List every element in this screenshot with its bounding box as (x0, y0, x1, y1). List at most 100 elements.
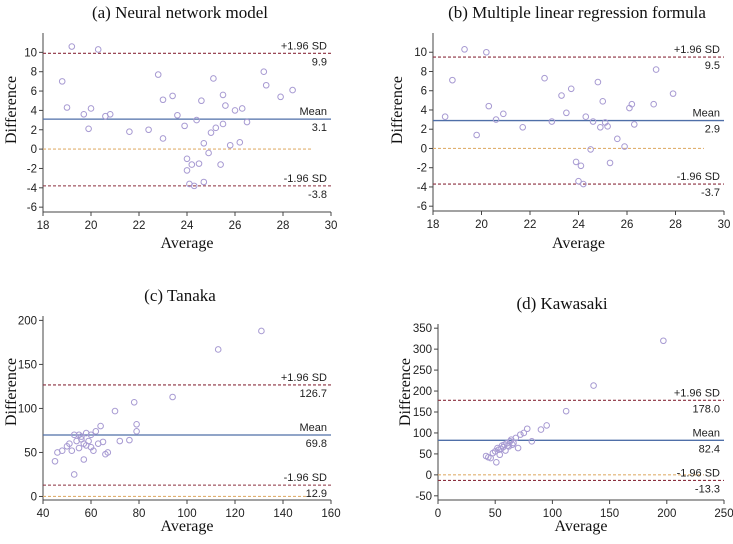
data-point (621, 143, 628, 150)
upper-sd-value: 9.9 (312, 56, 327, 68)
chart-title: (c) Tanaka (144, 286, 216, 305)
data-point (523, 425, 531, 433)
x-tick-label: 20 (85, 220, 98, 232)
data-point (94, 46, 102, 53)
data-point (207, 129, 215, 136)
data-point (660, 337, 667, 345)
data-point (126, 128, 133, 135)
data-point (543, 422, 550, 429)
data-point (606, 159, 614, 167)
y-tick-label: 10 (414, 47, 427, 59)
data-point (188, 161, 196, 168)
mean-value: 3.1 (312, 122, 327, 134)
y-tick-label: 8 (421, 66, 427, 78)
data-point (106, 110, 114, 118)
data-point (509, 441, 516, 448)
y-tick-label: 0 (426, 470, 432, 482)
data-point (519, 123, 527, 131)
data-point (669, 90, 677, 97)
data-point (183, 167, 191, 174)
data-point (63, 104, 71, 111)
panel-tanaka: (c) Tanaka 40 60 80 100 120 140 160 0 50 100 150 200… (3, 286, 341, 535)
data-point (70, 471, 78, 478)
data-point (630, 121, 638, 128)
lower-sd-label: -1.96 SD (677, 171, 720, 183)
data-point (92, 428, 100, 435)
y-tick-label: 200 (413, 386, 432, 398)
chart-title: (b) Multiple linear regression formula (448, 3, 706, 22)
lower-sd-value: 12.9 (306, 488, 327, 500)
data-point (537, 426, 545, 433)
mean-label: Mean (692, 427, 720, 439)
data-point (111, 407, 119, 415)
data-point (97, 422, 104, 430)
data-point (541, 74, 548, 82)
data-point (236, 139, 244, 146)
data-point (614, 135, 621, 143)
y-axis-label: Difference (397, 358, 414, 426)
y-tick-label: -2 (417, 163, 427, 175)
data-point (205, 149, 212, 157)
data-point (104, 449, 112, 456)
lower-sd-value: -3.7 (701, 187, 720, 199)
data-point (590, 382, 597, 389)
data-point (500, 110, 507, 118)
x-tick-label: 24 (181, 220, 194, 232)
data-point (289, 86, 296, 94)
upper-sd-value: 126.7 (299, 388, 327, 400)
data-point (563, 109, 570, 117)
data-point (212, 124, 220, 132)
x-tick-label: 140 (273, 508, 292, 520)
x-tick-label: 100 (177, 508, 196, 520)
y-axis-label: Difference (389, 76, 406, 144)
data-point (520, 429, 528, 437)
data-point (169, 393, 176, 401)
data-point (130, 398, 138, 406)
mean-label: Mean (299, 422, 327, 434)
data-point (116, 437, 124, 445)
x-tick-label: 30 (325, 220, 338, 232)
x-tick-label: 18 (427, 219, 440, 231)
data-point (219, 120, 227, 128)
data-point (512, 434, 520, 442)
y-tick-label: 150 (18, 359, 37, 371)
data-point (587, 146, 594, 153)
x-axis-label: Average (552, 235, 605, 252)
data-point (210, 75, 217, 82)
data-point (87, 105, 95, 112)
x-tick-label: 120 (225, 508, 244, 520)
data-point (580, 180, 587, 188)
data-point (159, 96, 167, 104)
data-point (277, 93, 284, 101)
x-tick-label: 160 (321, 508, 340, 520)
x-tick-label: 22 (524, 219, 537, 231)
data-point (558, 92, 565, 99)
data-point (51, 457, 59, 465)
data-point (441, 113, 449, 121)
y-tick-label: 10 (24, 47, 37, 59)
x-tick-label: 150 (600, 508, 619, 520)
data-point (231, 107, 239, 114)
data-point (200, 178, 208, 186)
upper-sd-value: 9.5 (705, 60, 720, 72)
mean-value: 69.8 (306, 438, 327, 450)
data-point (262, 81, 270, 89)
data-point (133, 420, 140, 428)
x-axis-label: Average (555, 518, 608, 535)
y-tick-label: 100 (413, 428, 432, 440)
data-point (80, 456, 88, 463)
data-point (174, 111, 181, 119)
data-point (80, 110, 88, 118)
data-point (68, 447, 76, 454)
y-tick-label: 50 (419, 449, 432, 461)
y-tick-label: 4 (421, 105, 428, 117)
x-tick-label: 22 (133, 220, 146, 232)
data-point (504, 442, 512, 449)
data-point (483, 48, 490, 56)
upper-sd-label: +1.96 SD (674, 44, 720, 56)
y-tick-label: -4 (27, 183, 38, 195)
x-tick-label: 60 (85, 508, 98, 520)
data-point (214, 346, 222, 353)
